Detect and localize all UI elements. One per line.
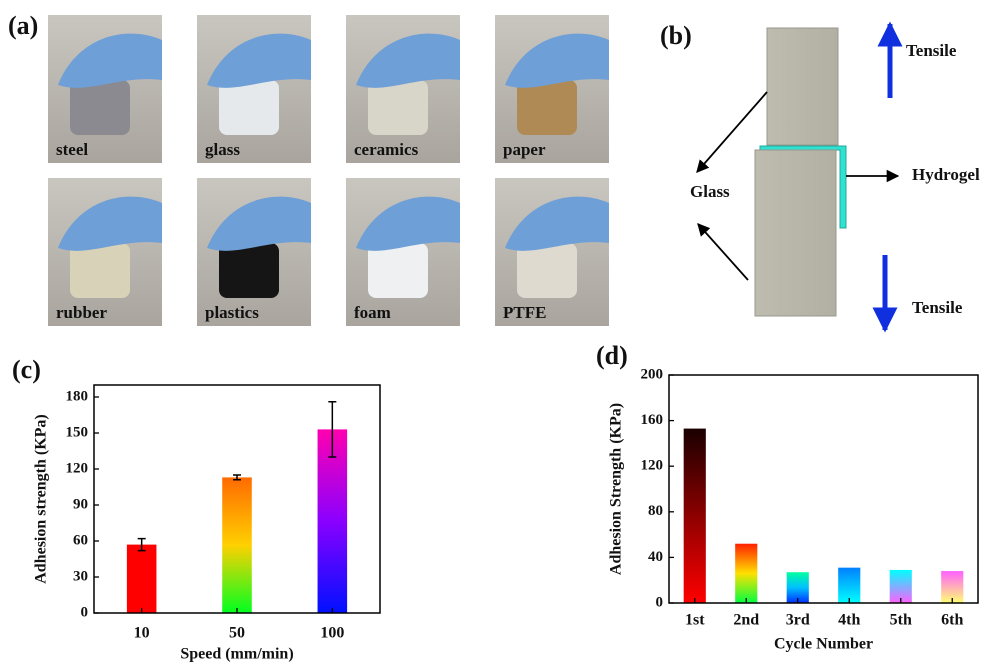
y-tick-label: 120 [66,460,89,476]
photo-label: steel [56,140,88,159]
x-axis-label: Cycle Number [774,636,873,653]
x-tick-label: 2nd [733,612,759,629]
x-tick-label: 3rd [786,612,810,629]
photo-label: glass [205,140,240,159]
glass-plate [755,150,836,316]
sample [517,80,577,135]
y-tick-label: 60 [73,532,88,548]
panel-label: (b) [660,21,692,50]
bar [222,477,252,613]
sample [368,243,428,298]
panel-label: (a) [8,11,38,40]
sample [219,80,279,135]
glass-plate [767,28,838,145]
photo-grid: steel glass ceramics paper rubber plastics foa… [48,15,609,326]
y-axis-label: Adhesion strength (KPa) [33,414,50,584]
y-tick-label: 40 [648,549,663,565]
sample [368,80,428,135]
sample [517,243,577,298]
bar [838,568,860,603]
y-tick-label: 160 [641,412,664,428]
y-axis-label: Adhesion Strength (KPa) [608,403,625,575]
y-tick-label: 120 [641,458,664,474]
diagram: Tensile Tensile Glass Hydrogel [690,24,980,330]
chart-title: (d) [596,341,628,370]
y-tick-label: 90 [73,496,88,512]
photo-label: ceramics [354,140,419,159]
x-tick-label: 1st [685,612,705,629]
x-tick-label: 10 [134,625,150,642]
pointer-arrow [698,224,748,280]
photo-label: foam [354,303,391,322]
bar [735,544,757,603]
chart-title: (c) [12,355,41,384]
x-tick-label: 100 [320,625,344,642]
bar [684,429,706,603]
y-tick-label: 80 [648,503,663,519]
label: Tensile [906,41,957,60]
y-tick-label: 0 [656,594,664,610]
label: Tensile [912,298,963,317]
label: Hydrogel [912,165,980,184]
y-tick-label: 150 [66,424,89,440]
sample [70,243,130,298]
x-tick-label: 4th [838,612,860,629]
photo-label: paper [503,140,546,159]
x-axis-label: Speed (mm/min) [180,646,293,663]
axes-frame [669,375,978,603]
y-tick-label: 200 [641,366,664,382]
x-tick-label: 5th [890,612,912,629]
sample [70,80,130,135]
y-tick-label: 30 [73,568,88,584]
y-tick-label: 180 [66,388,89,404]
y-tick-label: 0 [81,604,89,620]
bar [127,545,157,613]
photo-label: rubber [56,303,107,322]
photo-label: plastics [205,303,259,322]
x-tick-label: 50 [229,625,245,642]
label: Glass [690,182,730,201]
sample [219,243,279,298]
photo-label: PTFE [503,303,546,322]
x-tick-label: 6th [941,612,963,629]
